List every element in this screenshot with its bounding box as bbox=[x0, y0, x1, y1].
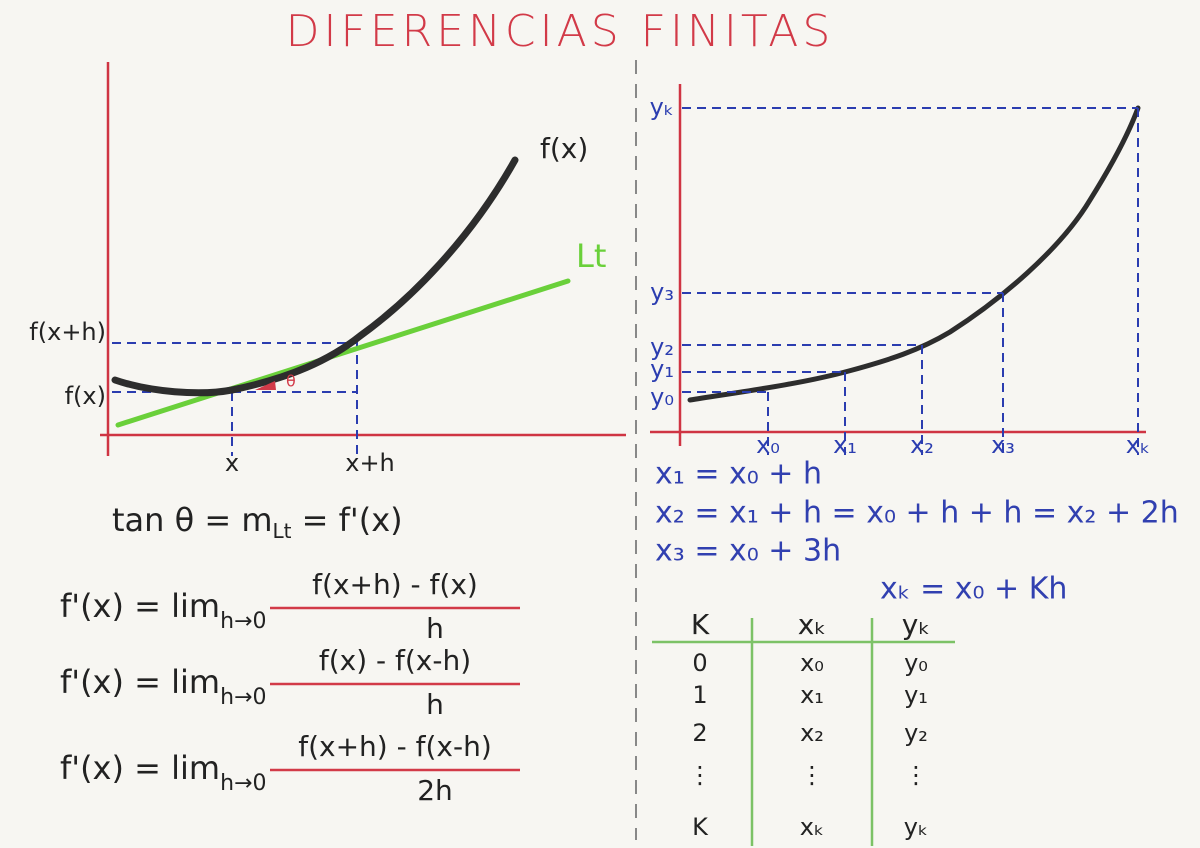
formula: f'(x) = limh→0 bbox=[60, 663, 266, 710]
denominator: 2h bbox=[417, 774, 453, 807]
x-label: x₁ bbox=[833, 431, 857, 459]
y-label: y₀ bbox=[650, 383, 674, 411]
x-label: x₀ bbox=[756, 431, 780, 459]
table-header: K bbox=[691, 608, 710, 641]
denominator: h bbox=[426, 612, 444, 645]
numerator: f(x) - f(x-h) bbox=[319, 644, 471, 677]
curve-label: f(x) bbox=[540, 132, 588, 165]
table-cell: xₖ bbox=[800, 813, 824, 841]
table-cell: x₂ bbox=[800, 719, 824, 747]
y-label: f(x+h) bbox=[29, 318, 106, 346]
numerator: f(x+h) - f(x) bbox=[312, 568, 478, 601]
table-cell: ⋮ bbox=[800, 761, 824, 789]
table-header: yₖ bbox=[902, 608, 931, 641]
equations: x₁ = x₀ + h x₂ = x₁ + h = x₀ + h + h = x₂… bbox=[655, 457, 1179, 607]
formula-lhs: f'(x) = lim bbox=[60, 749, 220, 787]
y-label: yₖ bbox=[650, 93, 674, 121]
tangent-label: Lt bbox=[576, 237, 606, 275]
table-cell: 2 bbox=[692, 719, 707, 747]
y-label: y₃ bbox=[650, 278, 674, 306]
formula: f'(x) = limh→0 bbox=[60, 749, 266, 796]
x-label: x₃ bbox=[991, 431, 1015, 459]
x-label: x+h bbox=[345, 449, 395, 477]
table-cell: x₀ bbox=[800, 649, 824, 677]
subscript: Lt bbox=[273, 519, 292, 543]
title: DIFERENCIAS FINITAS bbox=[286, 6, 835, 57]
formula-lhs: f'(x) = lim bbox=[60, 587, 220, 625]
text: = f'(x) bbox=[292, 501, 403, 539]
curve bbox=[687, 105, 1141, 403]
table-cell: K bbox=[692, 813, 709, 841]
formula: f'(x) = limh→0 bbox=[60, 587, 266, 634]
table-cell: y₀ bbox=[904, 649, 928, 677]
formula-lhs: f'(x) = lim bbox=[60, 663, 220, 701]
y-label: f(x) bbox=[65, 382, 106, 410]
equation: x₁ = x₀ + h bbox=[655, 457, 822, 492]
left-graph: θ f(x+h) f(x) x x+h f(x) Lt bbox=[29, 62, 626, 477]
table-cell: 1 bbox=[692, 681, 707, 709]
x-label: xₖ bbox=[1126, 431, 1150, 459]
text: tan θ = m bbox=[112, 501, 273, 539]
angle-label: θ bbox=[286, 372, 296, 391]
subscript: h→0 bbox=[220, 609, 266, 634]
table-header: xₖ bbox=[798, 608, 827, 641]
subscript: h→0 bbox=[220, 771, 266, 796]
y-label: y₂ bbox=[650, 333, 674, 361]
tangent-line bbox=[115, 278, 571, 428]
table-cell: x₁ bbox=[800, 681, 824, 709]
curve bbox=[111, 156, 519, 397]
numerator: f(x+h) - f(x-h) bbox=[298, 730, 492, 763]
equation: x₃ = x₀ + 3h bbox=[655, 534, 841, 569]
angle-marker bbox=[255, 381, 276, 390]
subscript: h→0 bbox=[220, 685, 266, 710]
table-cell: ⋮ bbox=[688, 761, 712, 789]
formulas: f'(x) = limh→0f(x+h) - f(x)hf'(x) = limh… bbox=[60, 568, 520, 807]
x-label: x₂ bbox=[910, 431, 934, 459]
table-cell: y₂ bbox=[904, 719, 928, 747]
derivative-definition: tan θ = mLt = f'(x) bbox=[112, 501, 403, 543]
equation: xₖ = x₀ + Kh bbox=[880, 572, 1067, 607]
y-label: y₁ bbox=[650, 355, 674, 383]
denominator: h bbox=[426, 688, 444, 721]
table-cell: 0 bbox=[692, 649, 707, 677]
equation: x₂ = x₁ + h = x₀ + h + h = x₂ + 2h bbox=[655, 496, 1179, 531]
x-label: x bbox=[225, 449, 239, 477]
table-cell: y₁ bbox=[904, 681, 928, 709]
table-cell: ⋮ bbox=[904, 761, 928, 789]
table-cell: yₖ bbox=[904, 813, 928, 841]
